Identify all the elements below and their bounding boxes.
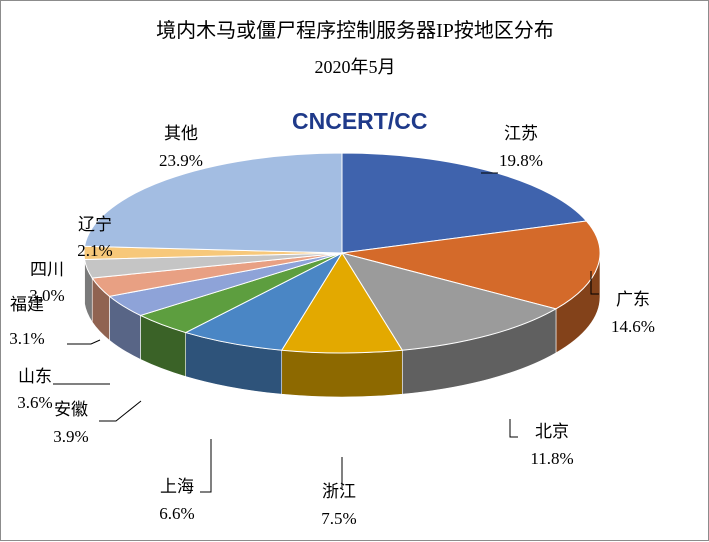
logo-text: CNCERT/CC (292, 108, 427, 134)
leader-line-4 (200, 439, 212, 493)
pie-slice-0 (341, 152, 588, 254)
leader-line-1 (590, 271, 599, 295)
slice-name-label: 广东 (616, 290, 650, 309)
slice-name-label: 辽宁 (78, 215, 112, 234)
cncert-logo: CNCERT/CC (292, 108, 427, 134)
slice-value-label: 19.8% (499, 151, 543, 170)
slice-name-label: 上海 (160, 477, 194, 496)
pie-sides (83, 252, 601, 398)
slice-value-label: 2.1% (77, 241, 112, 260)
slice-name-label: 浙江 (322, 482, 356, 501)
slice-name-label: 其他 (164, 124, 198, 143)
slice-value-label: 23.9% (159, 151, 203, 170)
pie-slice-3 (280, 252, 404, 354)
slice-value-label: 3.6% (17, 393, 52, 412)
pie-side-3 (281, 349, 403, 398)
slice-name-label: 安徽 (54, 400, 88, 419)
pie-slice-1 (341, 220, 601, 310)
slice-value-label: 3.1% (9, 329, 44, 348)
slice-value-label: 11.8% (530, 449, 573, 468)
pie-slice-2 (340, 252, 558, 351)
slice-name-label: 山东 (18, 367, 52, 386)
slice-value-label: 6.6% (159, 504, 194, 523)
leader-lines (53, 172, 599, 493)
chart-title: 境内木马或僵尸程序控制服务器IP按地区分布 (156, 19, 554, 42)
slice-value-label: 3.9% (53, 427, 88, 446)
leader-line-7 (67, 339, 101, 345)
slice-value-label: 7.5% (321, 509, 356, 528)
leader-line-2 (509, 419, 518, 438)
slice-labels: 江苏 19.8% 广东 14.6% 北京 11.8% 浙江 7.5% 上海 6.6% 安徽 3.9% 山… (9, 124, 655, 528)
chart-subtitle: 2020年5月 (315, 57, 396, 77)
slice-value-label: 14.6% (611, 317, 655, 336)
slice-value-label: 3.0% (29, 286, 64, 305)
slice-name-label: 北京 (535, 422, 569, 441)
pie-slice-10 (83, 152, 343, 254)
pie-slice-4 (184, 251, 344, 351)
leader-line-5 (99, 400, 142, 422)
slice-name-label: 福建 (10, 295, 44, 314)
pie-tops (83, 152, 601, 354)
slice-name-label: 江苏 (504, 124, 538, 143)
slice-name-label: 四川 (30, 260, 64, 279)
